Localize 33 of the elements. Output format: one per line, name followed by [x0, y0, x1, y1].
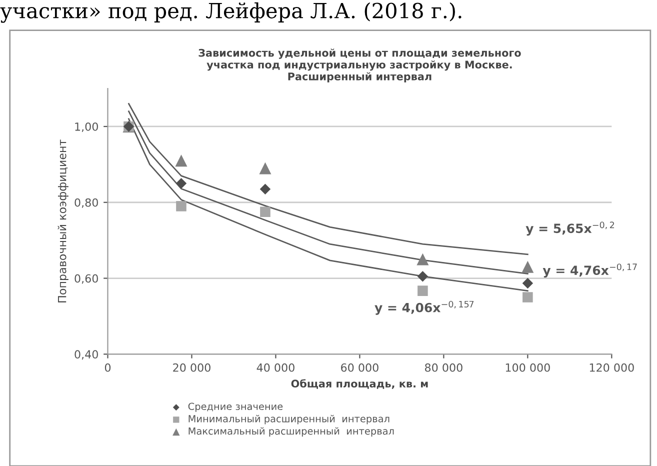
annotation: y = 4,76x$^{−0,17}$	[542, 264, 637, 278]
point	[176, 178, 187, 189]
point	[260, 206, 270, 218]
point	[522, 278, 534, 289]
legend-label: Средние значение	[188, 402, 283, 412]
text: участки» под ред. Лейфера Л.А. (2018 г.).	[0, 2, 462, 23]
point	[522, 260, 534, 273]
x-tick-label: 0	[104, 363, 111, 372]
point	[259, 162, 272, 174]
point	[260, 184, 271, 194]
legend-label: Максимальный расширенный интервал	[188, 427, 394, 437]
x-axis-title: Общая площадь, кв. м	[291, 379, 428, 389]
point	[417, 270, 428, 282]
y-tick-label: 0,40	[74, 350, 98, 360]
y-tick-label: 0,60	[74, 274, 98, 284]
y-tick-label: 1,00	[75, 122, 98, 132]
x-tick-label: 60 000	[341, 363, 378, 372]
point	[416, 253, 429, 266]
x-tick-label: 20 000	[173, 363, 210, 372]
point	[176, 201, 186, 212]
legend-label: Минимальный расширенный интервал	[188, 414, 390, 424]
chart-title: Зависимость удельной цены от площади земельного участка под индустриальную застройку в Москве. Расширенный интервал	[198, 48, 521, 82]
point	[522, 292, 533, 302]
x-tick-label: 120 000	[590, 363, 634, 372]
x-tick-label: 80 000	[425, 363, 462, 372]
x-tick-label: 100 000	[506, 363, 550, 372]
annotation: y = 4,06x$^{−0,157}$	[374, 300, 474, 315]
y-axis-title: Поправочный коэффициент	[58, 140, 68, 302]
point	[418, 286, 428, 296]
y-tick-label: 0,80	[74, 198, 98, 208]
x-tick-label: 40 000	[256, 363, 294, 372]
annotation: y = 5,65x$^{−0,2}$	[526, 222, 614, 236]
point	[175, 154, 188, 167]
